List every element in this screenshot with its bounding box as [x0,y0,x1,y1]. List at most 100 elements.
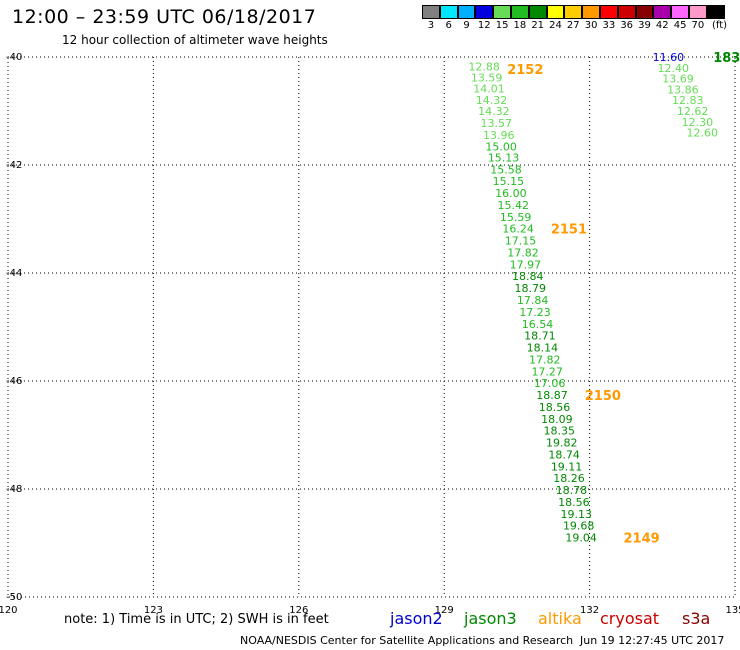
scale-label: 15 [495,20,509,31]
swh-data-label: 13.86 [667,83,699,96]
scale-swatch [600,5,618,19]
scale-label: 45 [673,20,687,31]
swh-data-label: 18.35 [544,425,576,438]
y-tick-label: -40 [6,52,22,63]
swh-data-label: 17.15 [505,235,537,248]
scale-swatch [422,5,440,19]
swh-data-label: 12.83 [672,94,704,107]
satellite-altika: altika [538,609,582,628]
swh-data-label: 17.06 [534,377,566,390]
track-label: 2151 [551,223,587,238]
y-tick-label: -42 [6,160,22,171]
x-tick-label: 129 [435,605,454,616]
scale-swatch [546,5,565,19]
x-tick-label: 126 [289,605,308,616]
credit-text: NOAA/NESDIS Center for Satellite Applica… [240,634,574,647]
swh-data-label: 12.60 [687,127,719,140]
swh-data-label: 16.54 [522,318,554,331]
page-subtitle: 12 hour collection of altimeter wave hei… [62,33,328,47]
swh-data-label: 16.00 [495,187,526,200]
swh-data-label: 15.13 [488,151,520,164]
swh-data-label: 18.79 [514,282,546,295]
swh-data-label: 19.82 [546,437,578,450]
swh-data-label: 15.59 [500,211,531,224]
satellite-jason2: jason2 [390,609,443,628]
track-label: 2149 [624,532,660,547]
generated-timestamp: Jun 19 12:27:45 UTC 2017 [580,634,725,647]
swh-data-label: 17.97 [510,258,542,271]
swh-data-label: 15.15 [493,175,524,188]
track-label: 2152 [507,63,543,78]
scale-label: 36 [620,20,634,31]
scale-label: 30 [584,20,598,31]
scale-swatch [653,5,672,19]
swh-data-label: 18.56 [539,401,571,414]
scale-swatch [457,5,476,19]
x-tick-label: 135 [725,605,740,616]
swh-data-label: 16.24 [502,223,534,236]
swh-data-label: 17.82 [507,246,539,259]
scale-label: 24 [549,20,562,31]
swh-data-label: 17.27 [531,365,563,378]
scale-label: 3 [427,20,435,31]
swh-data-label: 12.40 [657,62,689,75]
swh-data-label: 18.71 [524,330,556,343]
y-tick-label: -46 [6,376,22,387]
scale-swatch [617,5,636,19]
swh-data-label: 18.74 [548,448,580,461]
swh-data-label: 12.62 [677,105,709,118]
swh-data-label: 18.26 [553,472,585,485]
track-label: 183 [713,51,740,66]
scale-unit: (ft) [712,20,728,31]
swh-data-label: 12.30 [682,116,714,129]
x-tick-label: 120 [0,605,18,616]
scale-swatch [671,5,689,19]
swh-data-label: 19.04 [565,532,597,545]
swh-data-label: 19.13 [561,508,593,521]
footer-note: note: 1) Time is in UTC; 2) SWH is in fe… [64,612,329,627]
scale-label: 70 [691,20,705,31]
y-tick-label: -44 [6,268,22,279]
swh-data-label: 15.42 [498,199,529,212]
satellite-jason3: jason3 [464,609,517,628]
swh-data-label: 15.00 [485,141,517,154]
scale-label: 39 [638,20,651,31]
swh-data-label: 13.59 [471,72,503,85]
swh-data-label: 15.58 [490,163,522,176]
swh-data-label: 17.23 [519,306,551,319]
swh-data-label: 14.01 [473,82,505,95]
scale-label: 42 [655,20,669,31]
scale-swatch [511,5,529,19]
swh-data-label: 13.96 [483,129,515,142]
swh-data-label: 12.88 [468,61,500,74]
y-tick-label: -48 [6,484,22,495]
scale-swatch [635,5,654,19]
swh-data-label: 19.68 [563,520,595,533]
swh-data-label: 14.32 [478,105,510,118]
swh-data-label: 18.56 [558,496,590,509]
scale-swatch [493,5,511,19]
scale-swatch [564,5,583,19]
y-tick-label: -50 [6,592,22,603]
scale-label: 12 [477,20,491,31]
swh-data-label: 18.87 [536,389,568,402]
swh-data-label: 18.84 [512,270,544,283]
scale-label: 33 [602,20,616,31]
scale-label: 9 [463,20,470,31]
scale-swatch [689,5,707,19]
page-title: 12:00 – 23:59 UTC 06/18/2017 [12,6,317,28]
scale-label: 21 [531,20,545,31]
scale-label: 6 [445,20,452,31]
x-tick-label: 132 [580,605,599,616]
satellite-s3a: s3a [682,609,711,628]
swh-data-label: 19.11 [551,460,583,473]
scale-swatch [582,5,600,19]
scale-label: 18 [513,20,527,31]
track-label: 2150 [585,389,621,404]
satellite-cryosat: cryosat [600,609,660,628]
plot-frame [7,56,736,598]
swh-data-label: 11.60 [653,51,685,64]
swh-data-label: 14.32 [476,94,508,107]
swh-data-label: 13.69 [662,73,694,86]
scale-swatch [439,5,458,19]
